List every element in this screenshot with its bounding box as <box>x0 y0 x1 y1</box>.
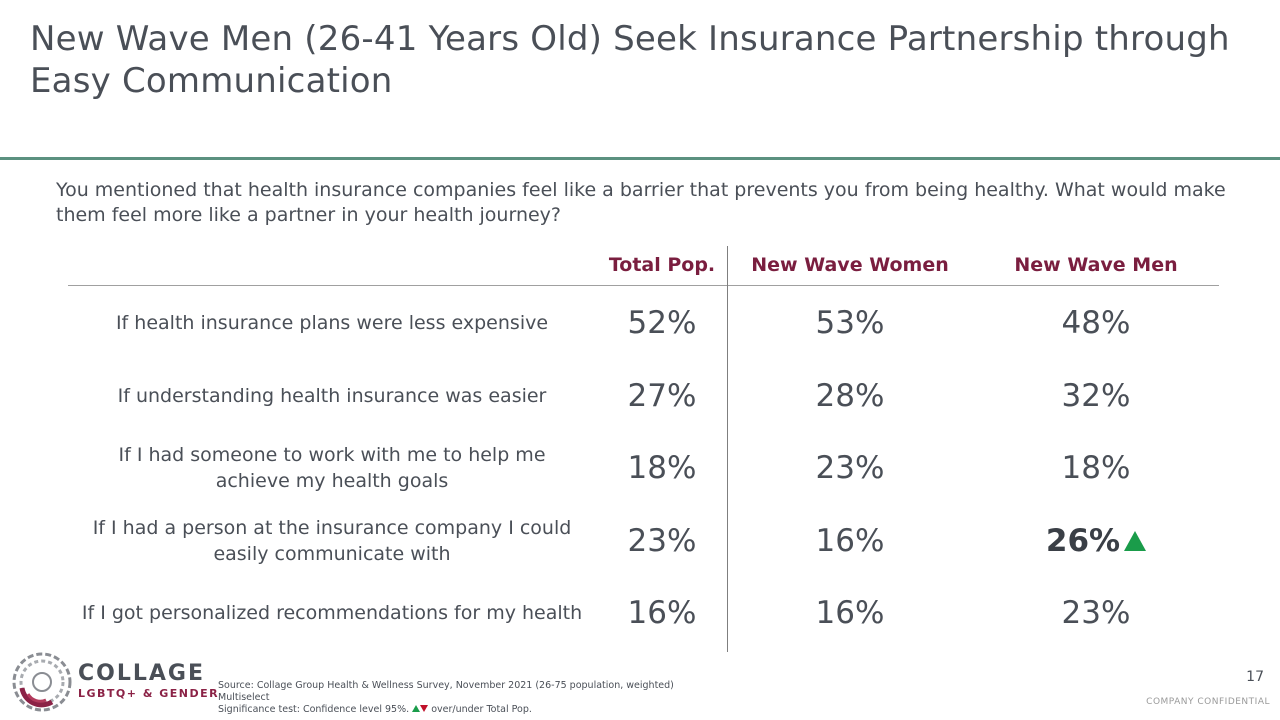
table-row: If I had a person at the insurance compa… <box>68 505 1220 577</box>
value-men: 18% <box>1061 450 1131 486</box>
value-men: 26% <box>1045 523 1121 559</box>
row-label: If health insurance plans were less expe… <box>115 312 549 334</box>
title-divider <box>0 157 1280 160</box>
value-women: 16% <box>815 523 885 559</box>
table-row: If understanding health insurance was ea… <box>68 360 1220 432</box>
row-label: If I had someone to work with me to help… <box>118 444 546 492</box>
significance-prefix: Significance test: Confidence level 95%. <box>218 704 410 715</box>
table-row: If I got personalized recommendations fo… <box>68 577 1220 649</box>
value-total: 16% <box>627 595 697 631</box>
logo-subtitle: LGBTQ+ & GENDER <box>78 687 220 700</box>
value-total: 27% <box>627 378 697 414</box>
value-women: 16% <box>815 595 885 631</box>
slide-title: New Wave Men (26-41 Years Old) Seek Insu… <box>30 19 1230 101</box>
value-total: 18% <box>627 450 697 486</box>
header-total-pop: Total Pop. <box>608 254 716 276</box>
logo-wordmark: COLLAGE <box>78 661 205 686</box>
down-triangle-icon <box>420 705 429 712</box>
significance-suffix: over/under Total Pop. <box>431 704 532 715</box>
header-divider <box>68 285 1219 286</box>
survey-question: You mentioned that health insurance comp… <box>56 179 1226 226</box>
value-total: 52% <box>627 305 697 341</box>
value-women: 53% <box>815 305 885 341</box>
header-new-wave-men: New Wave Men <box>1014 254 1178 276</box>
value-men: 23% <box>1061 595 1131 631</box>
value-women: 28% <box>815 378 885 414</box>
source-note: Source: Collage Group Health & Wellness … <box>218 680 778 716</box>
column-divider <box>727 246 728 652</box>
significance-note: Significance test: Confidence level 95%.… <box>218 704 778 716</box>
table-row: If health insurance plans were less expe… <box>68 287 1220 359</box>
row-label: If I had a person at the insurance compa… <box>92 517 572 565</box>
value-men-significant: 26% <box>972 505 1220 577</box>
row-label: If I got personalized recommendations fo… <box>81 602 583 624</box>
page-number: 17 <box>1246 669 1264 685</box>
value-men: 48% <box>1061 305 1131 341</box>
value-men: 32% <box>1061 378 1131 414</box>
confidential-label: COMPANY CONFIDENTIAL <box>1146 697 1270 707</box>
collage-logo-mark <box>12 652 72 712</box>
significant-up-icon <box>1124 531 1147 551</box>
up-triangle-icon <box>412 705 421 712</box>
table-row: If I had someone to work with me to help… <box>68 432 1220 504</box>
multiselect-note: Multiselect <box>218 692 270 703</box>
value-total: 23% <box>627 523 697 559</box>
header-new-wave-women: New Wave Women <box>751 254 949 276</box>
value-women: 23% <box>815 450 885 486</box>
source-text: Source: Collage Group Health & Wellness … <box>218 680 674 691</box>
row-label: If understanding health insurance was ea… <box>117 385 547 407</box>
results-table: Total Pop. New Wave Women New Wave Men I… <box>68 246 1220 652</box>
